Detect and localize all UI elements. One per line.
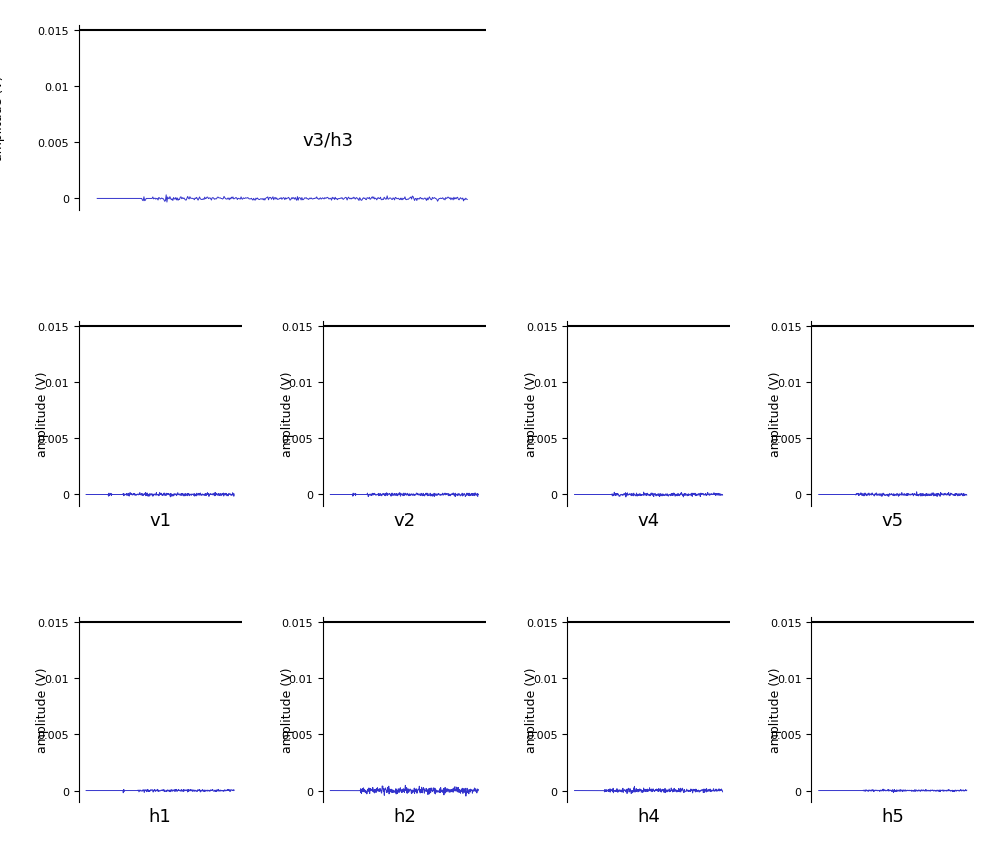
X-axis label: h4: h4 bbox=[637, 808, 660, 826]
X-axis label: v4: v4 bbox=[638, 512, 659, 530]
Y-axis label: amplitude (V): amplitude (V) bbox=[769, 371, 782, 456]
Y-axis label: amplitude (V): amplitude (V) bbox=[769, 667, 782, 752]
X-axis label: v2: v2 bbox=[394, 512, 415, 530]
Y-axis label: amplitude (V): amplitude (V) bbox=[36, 371, 49, 456]
X-axis label: v5: v5 bbox=[882, 512, 904, 530]
X-axis label: h5: h5 bbox=[882, 808, 904, 826]
Y-axis label: amplitude (V): amplitude (V) bbox=[524, 371, 538, 456]
X-axis label: h1: h1 bbox=[149, 808, 171, 826]
X-axis label: v1: v1 bbox=[150, 512, 171, 530]
Text: v3/h3: v3/h3 bbox=[303, 131, 353, 149]
Y-axis label: amplitude (V): amplitude (V) bbox=[280, 667, 293, 752]
Y-axis label: amplitude (V): amplitude (V) bbox=[524, 667, 538, 752]
Y-axis label: amplitude (V): amplitude (V) bbox=[280, 371, 293, 456]
Y-axis label: amplitude (V): amplitude (V) bbox=[0, 75, 6, 160]
Y-axis label: amplitude (V): amplitude (V) bbox=[36, 667, 49, 752]
X-axis label: h2: h2 bbox=[393, 808, 416, 826]
